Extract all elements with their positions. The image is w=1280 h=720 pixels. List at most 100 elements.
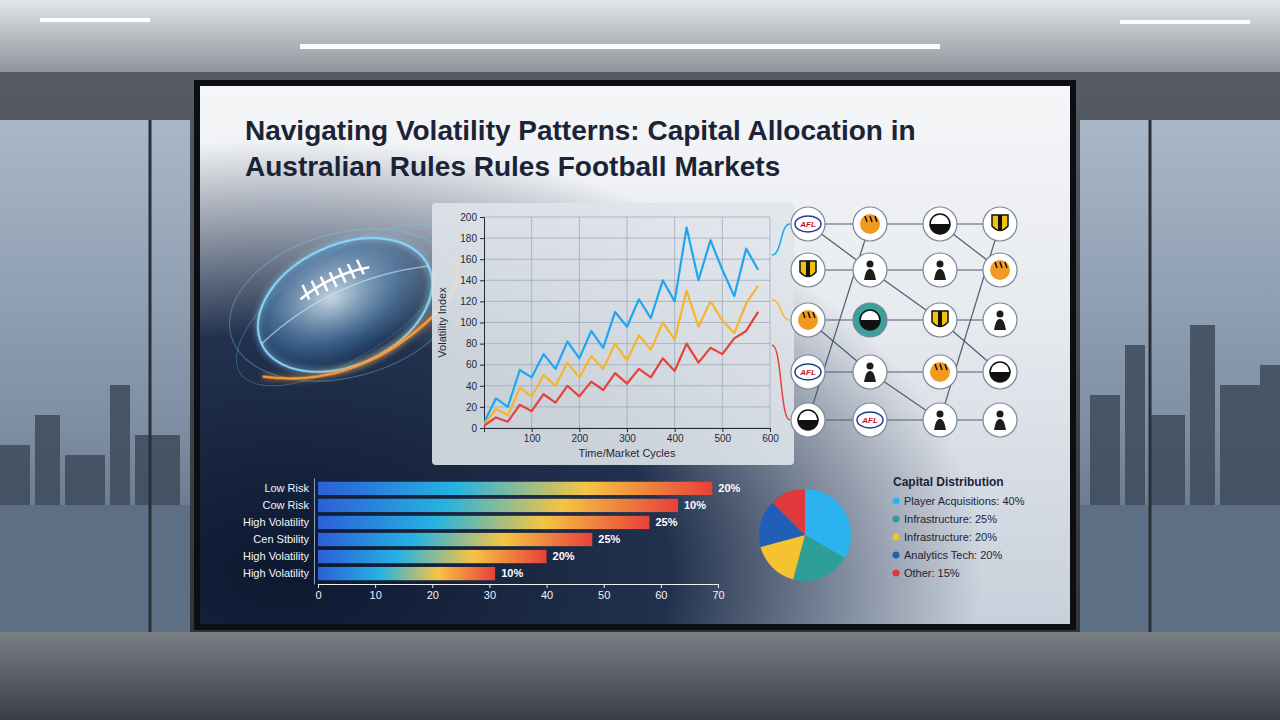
node-circle: [853, 355, 887, 389]
connector: [772, 300, 790, 320]
icon-stripe: [865, 216, 867, 222]
floor: [0, 632, 1280, 720]
node-circle: [923, 303, 957, 337]
tick: 50: [598, 584, 610, 601]
pie-slice: [772, 489, 805, 535]
tick-mark: [432, 584, 433, 588]
grid-line: [722, 217, 723, 428]
ceiling-light: [40, 18, 150, 22]
tick: 100: [524, 428, 541, 444]
icon-stripe: [808, 312, 810, 318]
tick-label: High Volatility: [243, 516, 310, 528]
tick-label: 40: [466, 381, 478, 392]
bar-chart: 010203040506070Low RiskCow RiskHigh Vola…: [243, 479, 741, 601]
building: [65, 455, 105, 505]
tick-label: 50: [598, 589, 610, 601]
series-line: [484, 286, 758, 425]
wall: [0, 0, 1280, 720]
title-line: Australian Rules Rules Football Markets: [245, 151, 780, 182]
node-circle: [791, 403, 825, 437]
bar: [318, 567, 495, 580]
node-circle: [923, 253, 957, 287]
tick: 140: [460, 275, 484, 286]
grid-line: [627, 217, 628, 428]
icon-head: [997, 411, 1004, 418]
icon-magpie: [930, 214, 950, 234]
legend-swatch: [893, 516, 900, 523]
network-node: AFL: [791, 207, 825, 241]
bar: [318, 533, 592, 546]
afl-ring: [795, 364, 821, 380]
lace: [339, 268, 346, 283]
bars: [318, 482, 712, 581]
tick-mark: [627, 428, 628, 432]
network-node: [853, 253, 887, 287]
icon-magpie-half: [930, 224, 950, 234]
bar: [318, 516, 649, 529]
icon-head: [997, 311, 1004, 318]
bar: [318, 482, 712, 495]
afl-label: AFL: [799, 368, 816, 377]
tick-mark: [480, 344, 484, 345]
tick: 70: [712, 584, 724, 601]
network-node: [983, 253, 1017, 287]
tick: Low Risk: [264, 482, 314, 494]
line-chart-panel: [432, 203, 794, 465]
legend-swatch: [893, 570, 900, 577]
node-circle: [853, 253, 887, 287]
tick-mark: [480, 217, 484, 218]
tick-label: 500: [714, 433, 731, 444]
network-node: [923, 253, 957, 287]
icon-head: [867, 261, 874, 268]
network-node: [923, 207, 957, 241]
building: [1090, 395, 1120, 505]
category-axis: Low RiskCow RiskHigh VolatilityCen Stbil…: [243, 479, 315, 585]
lace-line: [298, 263, 369, 300]
y-axis: 020406080100120140160180200: [460, 212, 484, 434]
axis-line: [314, 479, 315, 585]
network-node: [853, 207, 887, 241]
icon-stripe: [1005, 262, 1007, 268]
tick-label: High Volatility: [243, 550, 310, 562]
node-circle: [923, 403, 957, 437]
tick: 40: [541, 584, 553, 601]
icon-stripe: [806, 261, 810, 277]
water: [0, 505, 190, 635]
title-line: Navigating Volatility Patterns: Capital …: [245, 115, 916, 146]
tick-label: 0: [471, 423, 477, 434]
icon-head: [937, 411, 944, 418]
icon-stripe: [938, 311, 942, 327]
network-node: [791, 253, 825, 287]
icon-magpie: [860, 310, 880, 330]
x-axis: 100200300400500600: [485, 428, 780, 444]
tick-mark: [532, 428, 533, 432]
network-node: [983, 403, 1017, 437]
connector: [772, 345, 790, 420]
tick: 400: [667, 428, 684, 444]
afl-label: AFL: [861, 416, 878, 425]
icon-tiger: [860, 214, 880, 234]
bar-annotation: 25%: [655, 516, 677, 528]
tick-label: 10: [370, 589, 382, 601]
tick-label: 60: [655, 589, 667, 601]
icon-magpie-half: [860, 320, 880, 330]
icon-stripe: [940, 364, 942, 370]
bar: [318, 550, 547, 563]
icon-head: [937, 261, 944, 268]
legend-title: Capital Distribution: [893, 475, 1004, 489]
building: [110, 385, 130, 505]
node-circle: [853, 207, 887, 241]
icon-body: [864, 371, 876, 382]
tick: 180: [460, 233, 484, 244]
connector: [772, 224, 790, 255]
bar-annotation: 20%: [718, 482, 740, 494]
bar-annotations: 20%10%25%25%20%10%: [501, 482, 740, 579]
bar-annotation: 10%: [684, 499, 706, 511]
legend-label: Infrastructure: 20%: [904, 531, 997, 543]
tick-label: 80: [466, 338, 478, 349]
legend-label: Infrastructure: 25%: [904, 513, 997, 525]
tick-label: Cen Stbility: [253, 533, 309, 545]
tick-mark: [480, 323, 484, 324]
afl-ring: [857, 412, 883, 428]
screen-frame: [194, 80, 1076, 630]
